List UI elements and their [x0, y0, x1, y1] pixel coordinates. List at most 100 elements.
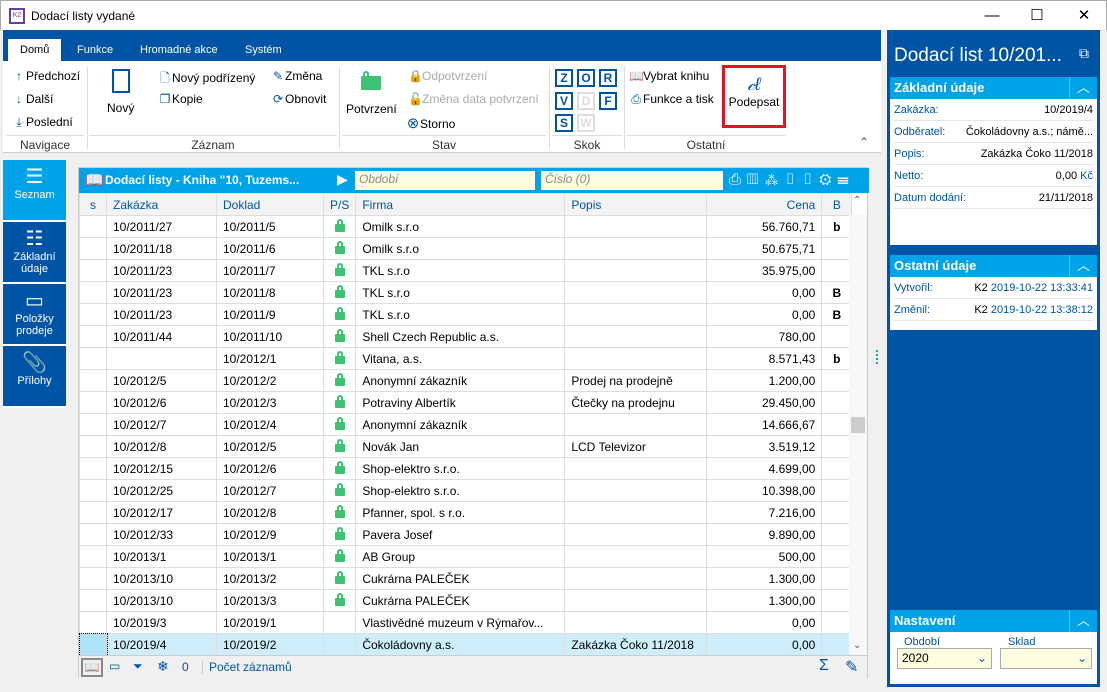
popout-icon[interactable]: ⧉ — [1079, 45, 1089, 61]
table-row[interactable]: 10/2012/1 Vitana, a.s. 8.571,43 b — [79, 347, 853, 370]
column-header[interactable]: s — [79, 193, 107, 216]
cubes-icon[interactable]: ⁂ — [764, 171, 785, 188]
store-select[interactable]: ⌄ — [1000, 648, 1092, 669]
book-view-icon[interactable]: 📖 — [81, 658, 103, 677]
unconfirm-button[interactable]: 🔒Odpotvrzení — [408, 69, 488, 83]
table-row[interactable]: 10/2011/23 10/2011/9 TKL s.r.o 0,00 B — [79, 303, 853, 326]
column-header[interactable]: Popis — [564, 193, 708, 216]
jump-f-button[interactable]: F — [599, 92, 617, 110]
table-row[interactable]: 10/2012/33 10/2012/9 Pavera Josef 9.890,00 — [79, 523, 853, 546]
sum-icon[interactable]: Σ — [819, 657, 829, 674]
filter-icon[interactable]: ⏷ — [133, 659, 143, 673]
gear-icon[interactable]: ⚙ — [819, 171, 838, 188]
tab-domu[interactable]: Domů — [8, 39, 62, 61]
collapse-icon[interactable]: ︿ — [1069, 77, 1097, 99]
period-select[interactable]: 2020 ⌄ — [897, 648, 992, 669]
nav-prilohy[interactable]: 📎 Přílohy — [3, 346, 66, 408]
play-menu-icon[interactable]: ▶ — [337, 171, 348, 187]
splitter-handle[interactable] — [876, 350, 880, 364]
table-row[interactable]: 10/2019/4 10/2019/2 Čokoládovny a.s. Zakázk… — [78, 632, 853, 657]
cell-doklad: 10/2011/7 — [216, 259, 324, 282]
refresh-button[interactable]: ⟳ Obnovit — [272, 92, 327, 106]
field-label: Datum dodání: — [894, 191, 967, 204]
jump-s-button[interactable]: S — [555, 114, 573, 132]
table-row[interactable]: 10/2019/3 10/2019/1 Vlastivědné muzeum v R… — [79, 611, 853, 634]
cell-firma: AB Group — [355, 545, 566, 568]
scrollbar-thumb[interactable] — [851, 417, 865, 433]
change-button[interactable]: ✎ Změna — [272, 69, 323, 83]
printer-icon[interactable]: ⎙ — [729, 171, 748, 188]
table-row[interactable]: 10/2012/15 10/2012/6 Shop-elektro s.r.o. 4.… — [79, 457, 853, 480]
cell-s — [79, 457, 107, 480]
table-row[interactable]: 10/2012/25 10/2012/7 Shop-elektro s.r.o. 10… — [79, 479, 853, 502]
table-row[interactable]: 10/2011/27 10/2011/5 Omilk s.r.o 56.760,71 b — [79, 215, 853, 238]
table-row[interactable]: 10/2013/10 10/2013/3 Cukrárna PALEČEK 1.300… — [79, 589, 853, 612]
table-row[interactable]: 10/2012/8 10/2012/5 Novák Jan LCD Televizor… — [79, 435, 853, 458]
nav-seznam[interactable]: ☰ Seznam — [3, 160, 66, 222]
table-row[interactable]: 10/2012/6 10/2012/3 Potraviny Albertík Čteč… — [79, 391, 853, 414]
cell-firma: TKL s.r.o — [355, 259, 566, 282]
column-header[interactable]: Cena — [706, 193, 823, 216]
chart-icon[interactable]: ▥ — [747, 171, 765, 188]
book-icon[interactable]: 📖 — [85, 172, 104, 189]
confirm-button[interactable]: Potvrzení — [346, 71, 397, 116]
snowflake-icon[interactable]: ❄ — [157, 658, 169, 674]
table-row[interactable]: 10/2012/7 10/2012/4 Anonymní zákazník 14.66… — [79, 413, 853, 436]
lock-icon — [334, 526, 345, 540]
new-child-button[interactable]: 🗋 Nový podřízený — [158, 69, 255, 90]
column-header[interactable]: B — [821, 193, 853, 216]
table-row[interactable]: 10/2013/1 10/2013/1 AB Group 500,00 — [79, 545, 853, 568]
columns-icon[interactable]: ▯▯ — [784, 171, 820, 188]
change-date-button[interactable]: 🔓Změna data potvrzení — [408, 92, 539, 106]
column-header[interactable]: Doklad — [216, 193, 324, 216]
edit-icon[interactable]: ✎ — [845, 659, 859, 676]
previous-button[interactable]: ↑ Předchozí — [12, 69, 80, 83]
table-row[interactable]: 10/2011/23 10/2011/8 TKL s.r.o 0,00 B — [79, 281, 853, 304]
hamburger-icon[interactable]: ☰ — [837, 171, 855, 188]
currency[interactable]: Kč — [1080, 169, 1093, 182]
box-icon[interactable]: ▭ — [109, 659, 121, 673]
new-button[interactable]: Nový — [107, 69, 134, 115]
column-header[interactable]: Zakázka — [106, 193, 217, 216]
nav-polozky-prodeje[interactable]: ▭ Položky prodeje — [3, 284, 66, 346]
table-row[interactable]: 10/2011/18 10/2011/6 Omilk s.r.o 50.675,71 — [79, 237, 853, 260]
tab-funkce[interactable]: Funkce — [77, 44, 114, 56]
jump-w-button[interactable]: W — [577, 114, 595, 132]
table-row[interactable]: 10/2012/17 10/2012/8 Pfanner, spol. s r.o.… — [79, 501, 853, 524]
collapse-ribbon-icon[interactable]: ⌃ — [859, 135, 870, 149]
jump-v-button[interactable]: V — [555, 92, 573, 110]
jump-o-button[interactable]: O — [577, 69, 595, 87]
table-row[interactable]: 10/2012/5 10/2012/2 Anonymní zákazník Prode… — [79, 369, 853, 392]
period-input[interactable]: Období — [355, 171, 535, 190]
scroll-up-icon[interactable]: ⌃ — [853, 195, 862, 206]
minimize-button[interactable]: — — [984, 7, 1000, 24]
column-header[interactable]: P/S — [322, 193, 357, 216]
tab-system[interactable]: Systém — [245, 44, 282, 56]
collapse-icon[interactable]: ︿ — [1069, 610, 1097, 632]
table-row[interactable]: 10/2011/23 10/2011/7 TKL s.r.o 35.975,00 — [79, 259, 853, 282]
vertical-scrollbar[interactable] — [849, 215, 867, 655]
last-button[interactable]: ⤓ Poslední — [12, 115, 72, 130]
maximize-button[interactable]: ☐ — [1030, 7, 1044, 24]
cell-zakazka: 10/2011/27 — [106, 215, 217, 238]
number-search-input[interactable]: Číslo (0) — [541, 171, 723, 190]
table-row[interactable]: 10/2011/44 10/2011/10 Shell Czech Republic… — [79, 325, 853, 348]
jump-r-button[interactable]: R — [599, 69, 617, 87]
choose-book-button[interactable]: 📖Vybrat knihu — [629, 69, 710, 83]
copy-button[interactable]: ❐ Kopie — [159, 92, 203, 106]
tab-hromadne-akce[interactable]: Hromadné akce — [140, 44, 218, 56]
scroll-down-icon[interactable]: ⌄ — [853, 640, 862, 651]
table-row[interactable]: 10/2013/10 10/2013/2 Cukrárna PALEČEK 1.300… — [79, 567, 853, 590]
functions-print-button[interactable]: ⎙ Funkce a tisk — [629, 92, 714, 107]
close-button[interactable]: ✕ — [1077, 7, 1091, 24]
next-button[interactable]: ↓ Další — [12, 92, 53, 106]
sign-button[interactable]: 𝒸ℓ Podepsat — [722, 65, 786, 128]
record-count-button[interactable]: Počet záznamů — [202, 660, 292, 674]
column-header[interactable]: Firma — [355, 193, 566, 216]
collapse-icon[interactable]: ︿ — [1069, 255, 1097, 277]
storno-button[interactable]: ⊗Storno — [406, 115, 456, 132]
jump-d-button[interactable]: D — [577, 92, 595, 110]
field-label: Netto: — [894, 169, 924, 182]
nav-zakladni-udaje[interactable]: ☷ Základní údaje — [3, 222, 66, 284]
jump-z-button[interactable]: Z — [555, 69, 573, 87]
